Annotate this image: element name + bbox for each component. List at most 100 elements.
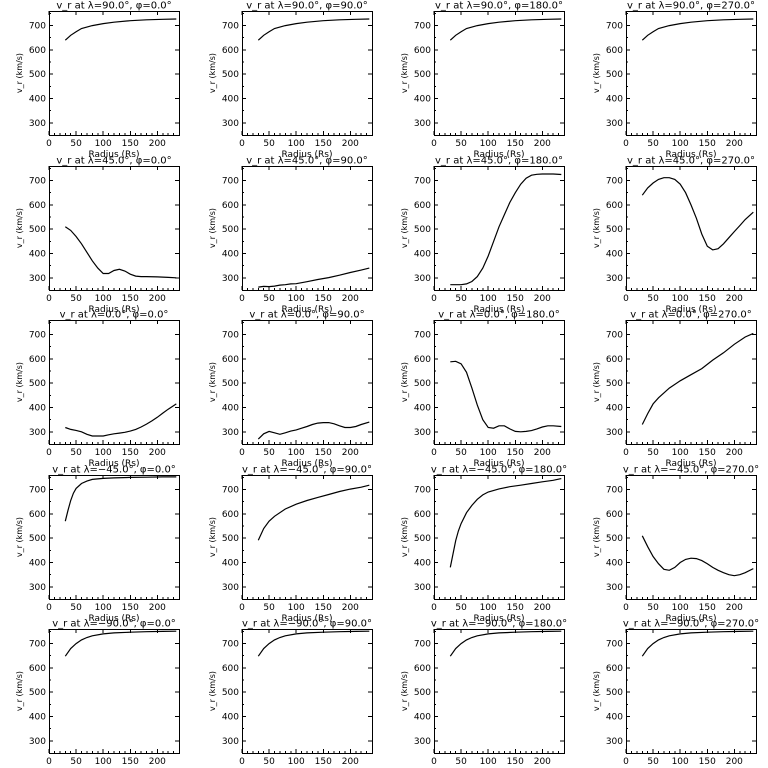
x-tick-label: 200 [342, 757, 359, 767]
y-tick-label: 700 [222, 640, 239, 650]
x-tick-label: 200 [534, 139, 551, 149]
velocity-line [257, 630, 370, 657]
x-tick-label: 100 [288, 603, 305, 613]
x-tick-label: 200 [342, 603, 359, 613]
velocity-line [449, 630, 562, 657]
y-tick-label: 700 [414, 331, 431, 341]
x-tick-label: 150 [122, 139, 139, 149]
x-tick-label: 50 [455, 448, 467, 458]
x-tick-label: 0 [46, 139, 52, 149]
plot-frame [49, 320, 180, 445]
x-tick-label: 100 [288, 448, 305, 458]
y-tick-label: 700 [29, 486, 46, 496]
x-tick-label: 100 [480, 139, 497, 149]
y-axis-label: v_r (km/s) [15, 517, 24, 557]
x-tick-label: 200 [534, 603, 551, 613]
y-axis-label: v_r (km/s) [15, 208, 24, 248]
y-tick-label: 400 [29, 95, 46, 105]
x-tick-label: 200 [726, 757, 743, 767]
x-tick-label: 150 [315, 139, 332, 149]
y-tick-label: 500 [414, 70, 431, 80]
y-tick-label: 400 [606, 404, 623, 414]
x-tick-label: 50 [647, 603, 659, 613]
y-tick-label: 600 [29, 355, 46, 365]
subplot-7: v_r at λ=45.0°, φ=180.0° 0 50 100 150 200 300 4… [400, 156, 565, 315]
y-axis-label: v_r (km/s) [15, 53, 24, 93]
plot-frame [434, 629, 565, 754]
y-tick-label: 600 [414, 664, 431, 674]
y-axis-label: v_r (km/s) [208, 517, 217, 557]
x-tick-label: 200 [726, 294, 743, 304]
subplot-title: v_r at λ=45.0°, φ=270.0° [627, 156, 755, 167]
plot-frame [626, 320, 757, 445]
subplot-title: v_r at λ=90.0°, φ=180.0° [435, 1, 563, 12]
y-tick-label: 300 [29, 119, 46, 129]
plot-frame [434, 320, 565, 445]
y-tick-label: 400 [222, 95, 239, 105]
subplot-title: v_r at λ=−45.0°, φ=180.0° [431, 465, 567, 476]
velocity-line [64, 18, 177, 41]
x-tick-label: 0 [239, 757, 245, 767]
x-tick-label: 50 [70, 294, 82, 304]
x-axis-label: Radius (Rs) [281, 305, 332, 315]
x-tick-label: 200 [342, 448, 359, 458]
x-axis-label: Radius (Rs) [473, 459, 524, 469]
x-tick-label: 0 [623, 603, 629, 613]
x-tick-label: 100 [672, 603, 689, 613]
x-tick-label: 150 [699, 757, 716, 767]
x-tick-label: 100 [672, 757, 689, 767]
x-tick-label: 0 [46, 603, 52, 613]
y-tick-label: 700 [29, 640, 46, 650]
y-tick-label: 600 [606, 355, 623, 365]
y-axis-label: v_r (km/s) [400, 362, 409, 402]
x-tick-label: 50 [70, 757, 82, 767]
x-axis-label: Radius (Rs) [88, 614, 139, 624]
x-axis-label: Radius (Rs) [281, 614, 332, 624]
velocity-line [257, 421, 370, 440]
x-tick-label: 100 [672, 448, 689, 458]
y-tick-label: 500 [222, 688, 239, 698]
subplot-2: v_r at λ=90.0°, φ=90.0° 0 50 100 150 200 300 40… [208, 1, 373, 160]
subplot-title: v_r at λ=45.0°, φ=90.0° [246, 156, 368, 167]
y-tick-label: 500 [29, 688, 46, 698]
x-axis-label: Radius (Rs) [281, 150, 332, 160]
x-tick-label: 200 [342, 294, 359, 304]
y-tick-label: 700 [606, 331, 623, 341]
subplot-title: v_r at λ=0.0°, φ=90.0° [249, 310, 364, 321]
y-tick-label: 600 [414, 201, 431, 211]
x-axis-label: Radius (Rs) [281, 459, 332, 469]
x-axis-label: Radius (Rs) [473, 614, 524, 624]
y-axis-label: v_r (km/s) [592, 517, 601, 557]
x-axis-label: Radius (Rs) [88, 305, 139, 315]
x-tick-label: 100 [95, 757, 112, 767]
x-tick-label: 200 [342, 139, 359, 149]
y-tick-label: 300 [222, 274, 239, 284]
y-tick-label: 700 [606, 177, 623, 187]
x-tick-label: 0 [623, 294, 629, 304]
y-tick-label: 300 [606, 119, 623, 129]
y-tick-label: 600 [606, 664, 623, 674]
x-tick-label: 0 [46, 294, 52, 304]
y-tick-label: 600 [29, 46, 46, 56]
velocity-line [641, 535, 754, 577]
subplot-title: v_r at λ=−90.0°, φ=0.0° [52, 619, 176, 630]
y-tick-label: 300 [606, 428, 623, 438]
subplot-title: v_r at λ=−45.0°, φ=270.0° [623, 465, 759, 476]
velocity-line [64, 630, 177, 657]
x-axis-label: Radius (Rs) [665, 614, 716, 624]
y-tick-label: 600 [606, 510, 623, 520]
y-tick-label: 500 [222, 225, 239, 235]
x-tick-label: 200 [149, 448, 166, 458]
y-tick-label: 700 [414, 640, 431, 650]
x-tick-label: 150 [699, 603, 716, 613]
x-tick-label: 150 [122, 603, 139, 613]
x-tick-label: 100 [672, 294, 689, 304]
y-axis-label: v_r (km/s) [592, 671, 601, 711]
x-tick-label: 150 [315, 448, 332, 458]
velocity-line [641, 630, 754, 657]
subplot-13: v_r at λ=−45.0°, φ=0.0° 0 50 100 150 200 300 40… [15, 465, 180, 624]
y-axis-label: v_r (km/s) [208, 362, 217, 402]
x-tick-label: 150 [699, 139, 716, 149]
y-tick-label: 700 [414, 22, 431, 32]
x-tick-label: 150 [507, 448, 524, 458]
